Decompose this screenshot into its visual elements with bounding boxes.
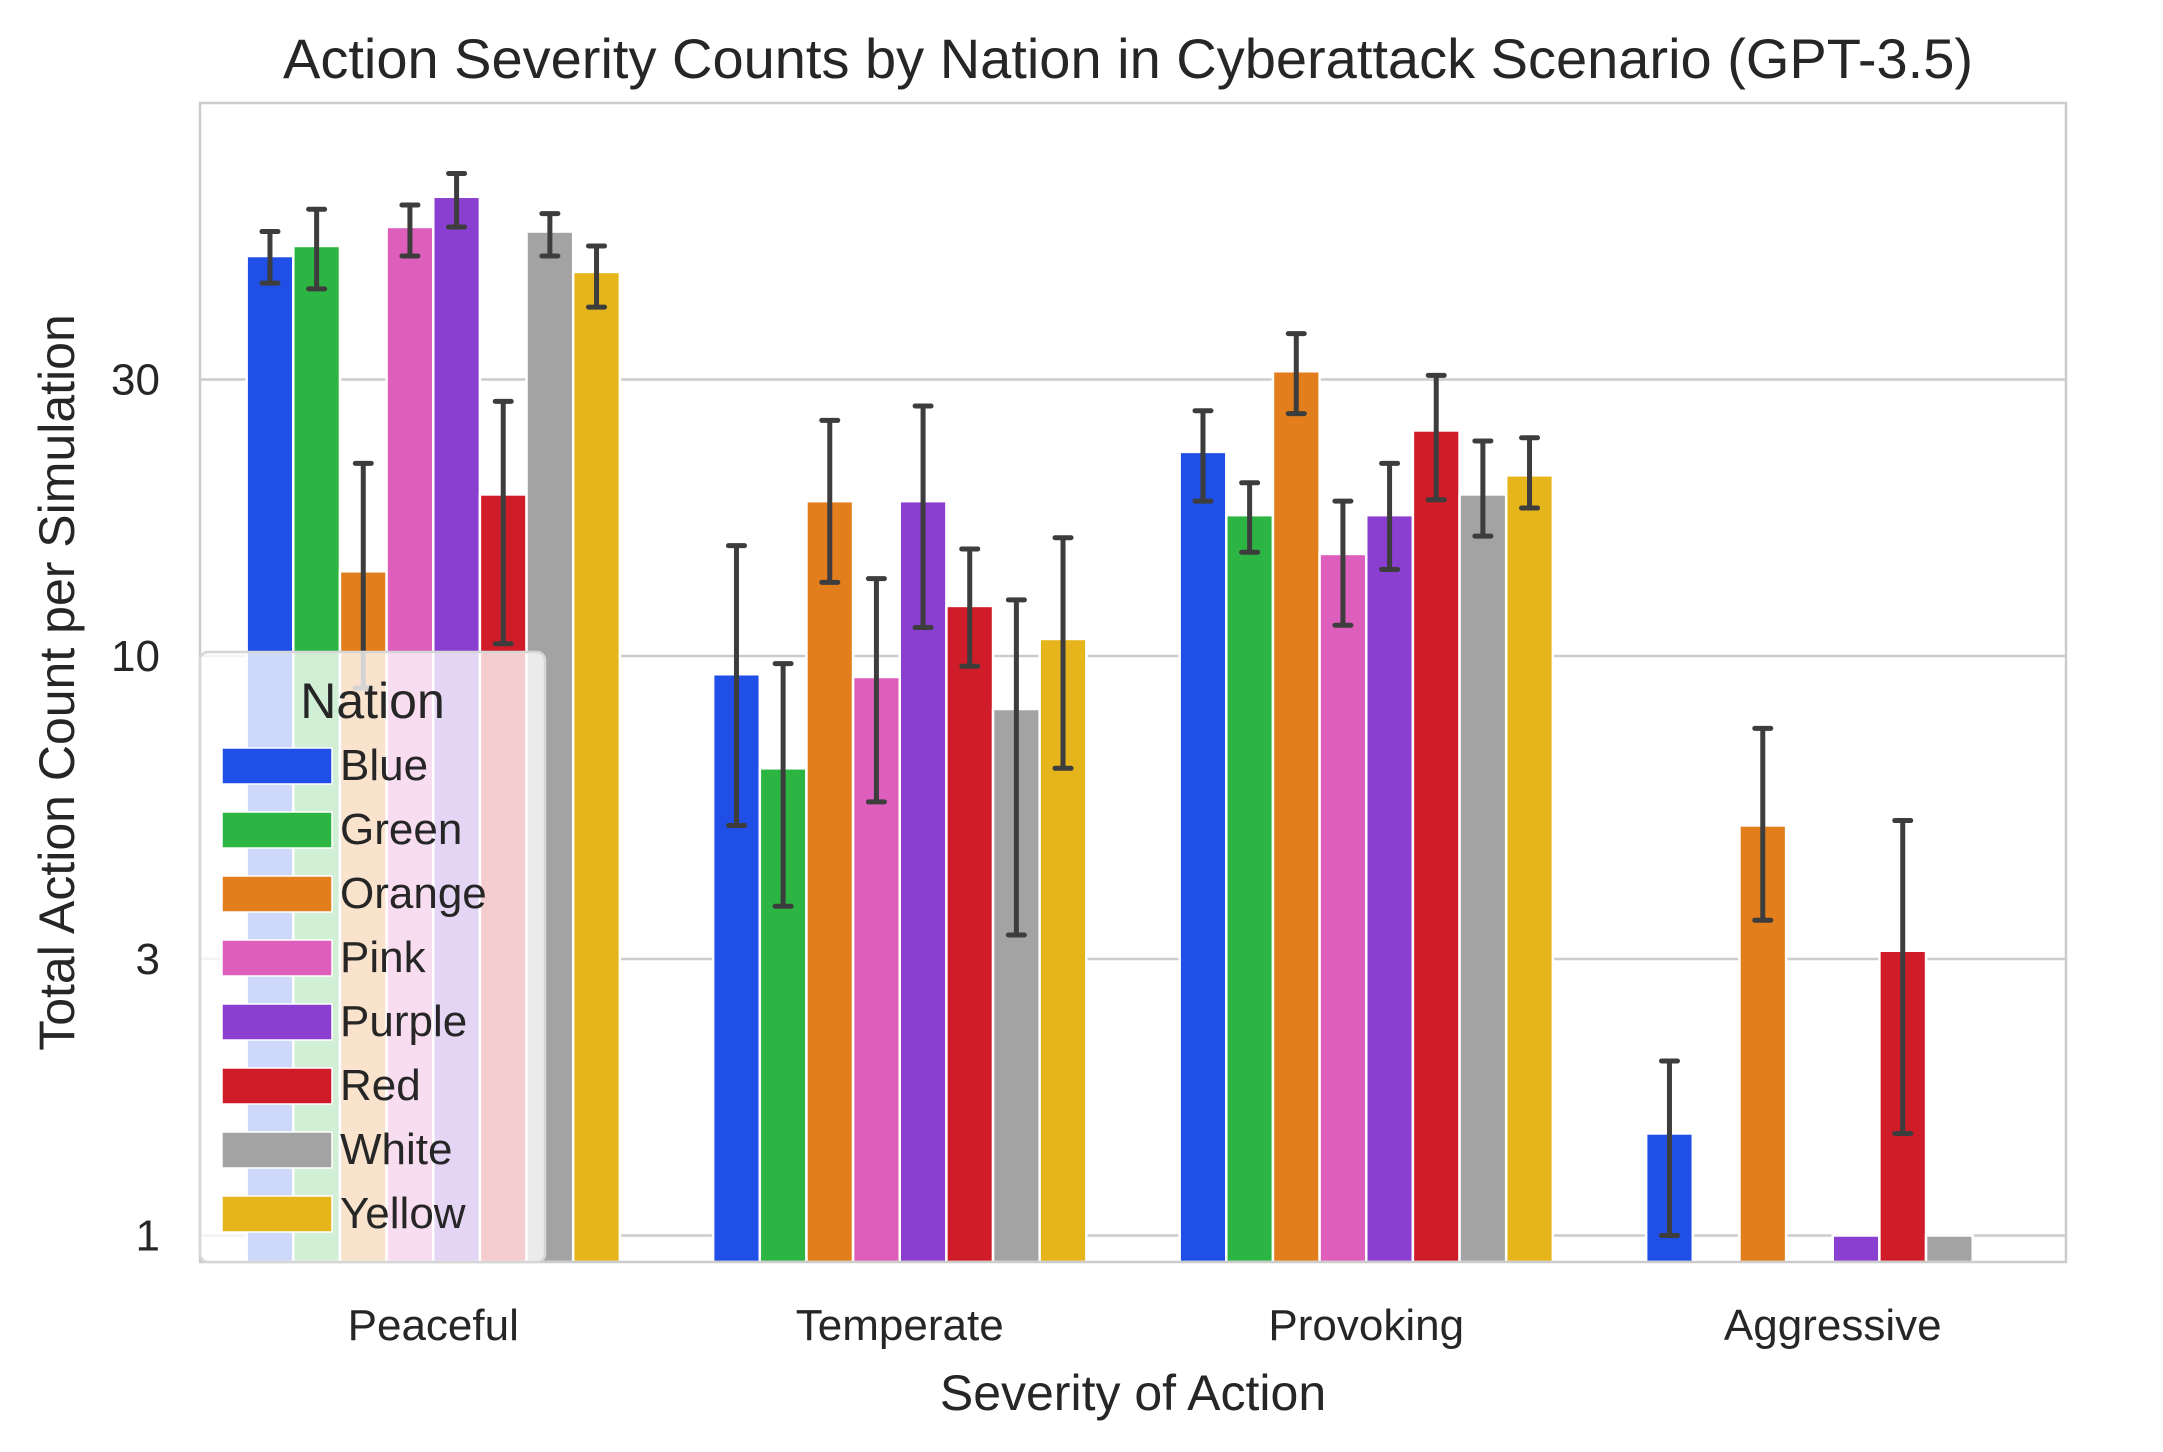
- chart-title: Action Severity Counts by Nation in Cybe…: [283, 27, 1973, 90]
- error-bar-white-peaceful: [539, 211, 561, 259]
- bar-blue-provoking: [1178, 450, 1228, 1264]
- bar-purple-provoking: [1365, 513, 1415, 1264]
- y-tick-label: 10: [111, 632, 160, 681]
- y-tick-label: 30: [111, 355, 160, 404]
- legend-label: Red: [340, 1061, 421, 1110]
- error-bar-orange-temperate: [819, 417, 841, 585]
- y-tick-label: 3: [136, 935, 160, 984]
- legend-label: Pink: [340, 933, 427, 982]
- x-tick-label: Peaceful: [348, 1301, 519, 1350]
- bar-red-provoking: [1411, 429, 1461, 1264]
- legend-label: Purple: [340, 997, 467, 1046]
- legend-label: Orange: [340, 869, 487, 918]
- legend-item-white: White: [221, 1125, 452, 1174]
- error-bar-orange-provoking: [1285, 331, 1307, 417]
- error-bar-green-peaceful: [306, 206, 328, 292]
- error-bar-red-temperate: [959, 546, 981, 669]
- legend-swatch: [221, 1195, 333, 1233]
- legend-item-green: Green: [221, 805, 462, 854]
- error-bar-pink-provoking: [1332, 498, 1354, 628]
- bar-purple-aggressive: [1831, 1234, 1881, 1264]
- error-bar-blue-peaceful: [259, 229, 281, 286]
- legend-swatch: [221, 875, 333, 913]
- legend-swatch: [221, 747, 333, 785]
- error-bar-green-provoking: [1239, 480, 1261, 555]
- legend-swatch: [221, 939, 333, 977]
- legend-label: Blue: [340, 741, 428, 790]
- error-bar-pink-peaceful: [399, 202, 421, 259]
- legend-label: Green: [340, 805, 462, 854]
- error-bar-orange-aggressive: [1752, 725, 1774, 923]
- legend-item-purple: Purple: [221, 997, 467, 1046]
- legend-item-blue: Blue: [221, 741, 428, 790]
- error-bar-red-peaceful: [492, 398, 514, 647]
- error-bar-blue-provoking: [1192, 408, 1214, 504]
- error-bar-yellow-peaceful: [586, 243, 608, 310]
- legend: Nation Blue Green Orange Pink Purple Red White Y…: [198, 650, 547, 1264]
- error-bar-purple-peaceful: [446, 171, 468, 230]
- error-bar-red-provoking: [1425, 372, 1447, 503]
- error-bar-yellow-temperate: [1052, 535, 1074, 771]
- error-bar-purple-temperate: [912, 403, 934, 630]
- error-bar-white-temperate: [1005, 597, 1027, 938]
- bar-yellow-peaceful: [571, 270, 622, 1264]
- legend-swatch: [221, 1003, 333, 1041]
- bar-white-provoking: [1458, 493, 1508, 1264]
- legend-item-red: Red: [221, 1061, 421, 1110]
- legend-swatch: [221, 1131, 333, 1169]
- y-axis-label: Total Action Count per Simulation: [29, 314, 85, 1051]
- x-tick-label: Aggressive: [1724, 1301, 1942, 1350]
- legend-label: Yellow: [340, 1189, 466, 1238]
- legend-swatch: [221, 811, 333, 849]
- error-bar-white-provoking: [1472, 438, 1494, 539]
- error-bar-blue-aggressive: [1658, 1058, 1680, 1238]
- bar-yellow-provoking: [1504, 474, 1555, 1264]
- error-bars: [259, 171, 1914, 1238]
- error-bar-yellow-provoking: [1519, 435, 1541, 511]
- error-bar-pink-temperate: [865, 576, 887, 805]
- x-tick-label: Provoking: [1268, 1301, 1464, 1350]
- legend-item-pink: Pink: [221, 933, 427, 982]
- bar-pink-provoking: [1318, 552, 1368, 1264]
- y-tick-label: 1: [136, 1211, 160, 1260]
- legend-item-yellow: Yellow: [221, 1189, 466, 1238]
- bar-red-temperate: [945, 604, 995, 1264]
- bar-orange-provoking: [1271, 369, 1321, 1264]
- bar-green-provoking: [1225, 513, 1275, 1264]
- legend-box: [198, 650, 547, 1264]
- x-tick-label: Temperate: [796, 1301, 1004, 1350]
- legend-item-orange: Orange: [221, 869, 487, 918]
- legend-title: Nation: [300, 673, 445, 729]
- bar-orange-temperate: [805, 499, 855, 1264]
- error-bar-green-temperate: [772, 661, 794, 909]
- error-bar-purple-provoking: [1379, 460, 1401, 573]
- error-bar-blue-temperate: [725, 543, 747, 828]
- x-axis-label: Severity of Action: [940, 1365, 1326, 1421]
- legend-swatch: [221, 1067, 333, 1105]
- bar-white-aggressive: [1924, 1234, 1974, 1264]
- legend-label: White: [340, 1125, 452, 1174]
- error-bar-red-aggressive: [1892, 818, 1914, 1136]
